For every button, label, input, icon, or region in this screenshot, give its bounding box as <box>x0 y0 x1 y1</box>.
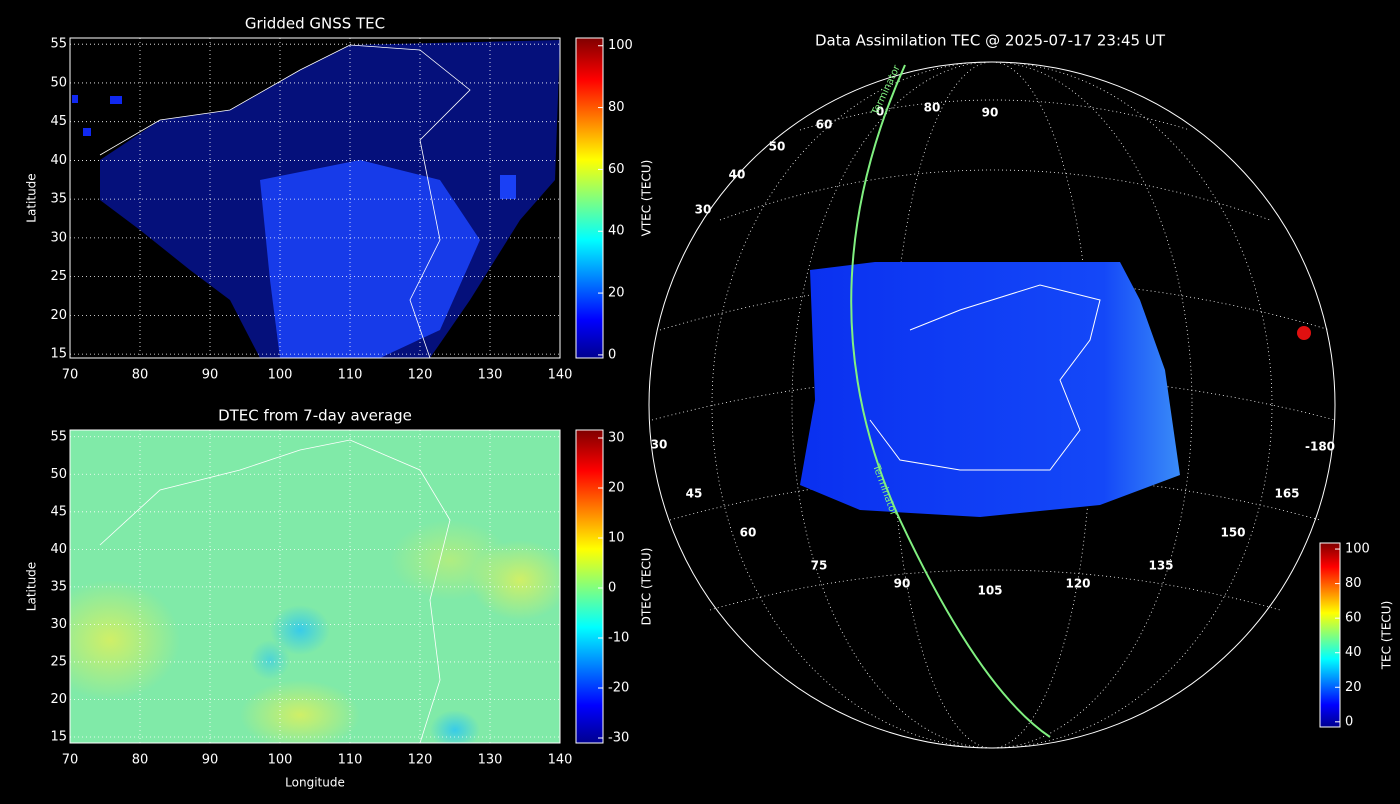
grid-label: 165 <box>1274 487 1299 501</box>
colorbar <box>575 429 604 744</box>
grid-label: 90 <box>894 577 911 591</box>
grid-label: 135 <box>1148 559 1173 573</box>
y-axis-label: Latitude <box>25 562 39 611</box>
y-tick-label: 50 <box>50 467 67 482</box>
x-tick-label: 80 <box>132 368 149 383</box>
grid-label: 90 <box>982 106 999 120</box>
colorbar-tick-label: -30 <box>608 731 629 746</box>
x-tick-label: 110 <box>338 368 363 383</box>
colorbar-tick-label: 60 <box>1345 611 1362 626</box>
y-tick-label: 25 <box>50 654 67 669</box>
grid-label: 0 <box>876 105 884 119</box>
colorbar <box>1319 542 1341 728</box>
colorbar-tick-label: 100 <box>608 38 633 53</box>
globe <box>648 61 1336 749</box>
x-tick-label: 120 <box>408 753 433 768</box>
grid-label: 75 <box>811 559 828 573</box>
y-tick-label: 45 <box>50 114 67 129</box>
y-tick-label: 45 <box>50 504 67 519</box>
x-tick-label: 140 <box>548 368 573 383</box>
dtec-image <box>70 430 560 743</box>
x-tick-label: 90 <box>202 368 219 383</box>
colorbar-label: TEC (TECU) <box>1380 601 1394 671</box>
grid-label: 60 <box>816 118 833 132</box>
colorbar-tick-label: 0 <box>608 581 616 596</box>
colorbar-tick-label: 0 <box>608 347 616 362</box>
colorbar-tick-label: 20 <box>1345 680 1362 695</box>
colorbar-tick-label: 80 <box>608 100 625 115</box>
y-tick-label: 40 <box>50 542 67 557</box>
grid-label: 30 <box>695 203 712 217</box>
x-tick-label: 80 <box>132 753 149 768</box>
y-tick-label: 50 <box>50 75 67 90</box>
y-tick-label: 55 <box>50 429 67 444</box>
colorbar <box>575 37 604 359</box>
sun-marker <box>1297 326 1311 340</box>
panel-title: Gridded GNSS TEC <box>245 15 385 33</box>
x-tick-label: 140 <box>548 753 573 768</box>
colorbar-tick-label: 20 <box>608 286 625 301</box>
colorbar-tick-label: 0 <box>1345 714 1353 729</box>
grid-label: 50 <box>769 140 786 154</box>
grid-label: 150 <box>1220 526 1245 540</box>
x-tick-label: 100 <box>268 368 293 383</box>
x-axis-label: Longitude <box>285 776 345 790</box>
grid-label: 30 <box>651 438 668 452</box>
colorbar-label: VTEC (TECU) <box>640 160 654 237</box>
x-tick-label: 70 <box>62 753 79 768</box>
grid-label: -180 <box>1305 440 1335 454</box>
colorbar-tick-label: 30 <box>608 431 625 446</box>
x-tick-label: 130 <box>478 368 503 383</box>
grid-label: 45 <box>686 487 703 501</box>
y-tick-label: 15 <box>50 347 67 362</box>
y-axis-label: Latitude <box>25 173 39 222</box>
x-tick-label: 120 <box>408 368 433 383</box>
colorbar-tick-label: 20 <box>608 481 625 496</box>
x-tick-label: 110 <box>338 753 363 768</box>
y-tick-label: 20 <box>50 308 67 323</box>
colorbar-tick-label: -20 <box>608 681 629 696</box>
colorbar-tick-label: -10 <box>608 631 629 646</box>
colorbar-label: DTEC (TECU) <box>640 548 654 626</box>
x-tick-label: 90 <box>202 753 219 768</box>
colorbar-tick-label: 80 <box>1345 576 1362 591</box>
x-tick-label: 70 <box>62 368 79 383</box>
y-tick-label: 25 <box>50 269 67 284</box>
y-tick-label: 30 <box>50 617 67 632</box>
y-tick-label: 35 <box>50 579 67 594</box>
y-tick-label: 30 <box>50 230 67 245</box>
colorbar-tick-label: 60 <box>608 162 625 177</box>
grid-label: 60 <box>740 526 757 540</box>
grid-label: 105 <box>977 584 1002 598</box>
y-tick-label: 55 <box>50 37 67 52</box>
colorbar-tick-label: 40 <box>1345 645 1362 660</box>
grid-label: 120 <box>1065 577 1090 591</box>
y-tick-label: 15 <box>50 729 67 744</box>
terminator-line <box>850 64 1051 738</box>
panel-title: DTEC from 7-day average <box>218 407 412 425</box>
colorbar-tick-label: 100 <box>1345 542 1370 557</box>
grid-label: 80 <box>924 101 941 115</box>
y-tick-label: 40 <box>50 153 67 168</box>
x-tick-label: 130 <box>478 753 503 768</box>
y-tick-label: 20 <box>50 692 67 707</box>
y-tick-label: 35 <box>50 192 67 207</box>
grid-label: 40 <box>729 168 746 182</box>
colorbar-tick-label: 10 <box>608 531 625 546</box>
globe-title: Data Assimilation TEC @ 2025-07-17 23:45… <box>815 32 1166 50</box>
x-tick-label: 100 <box>268 753 293 768</box>
colorbar-tick-label: 40 <box>608 224 625 239</box>
